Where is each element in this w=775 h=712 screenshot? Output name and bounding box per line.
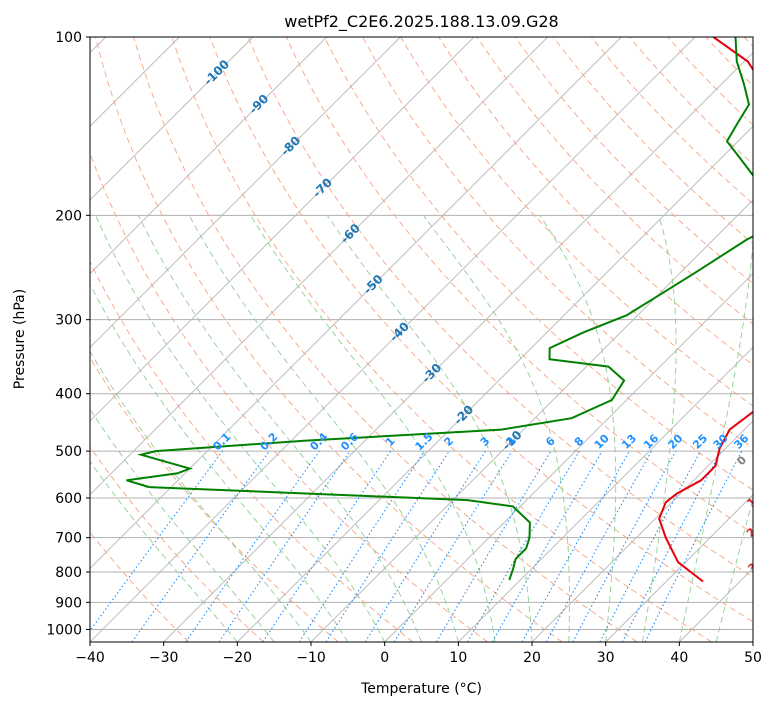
x-tick-label: −30 xyxy=(149,650,179,666)
y-tick-label: 800 xyxy=(55,565,82,581)
x-tick-label: 20 xyxy=(523,650,541,666)
y-tick-label: 400 xyxy=(55,387,82,403)
y-tick-label: 100 xyxy=(55,30,82,46)
x-tick-label: 30 xyxy=(597,650,615,666)
x-tick-label: −40 xyxy=(75,650,105,666)
y-tick-label: 600 xyxy=(55,491,82,507)
y-tick-label: 300 xyxy=(55,313,82,329)
chart-title: wetPf2_C2E6.2025.188.13.09.G28 xyxy=(284,12,558,32)
y-tick-label: 500 xyxy=(55,444,82,460)
x-axis-label: Temperature (°C) xyxy=(360,681,482,697)
x-tick-label: −10 xyxy=(296,650,326,666)
y-tick-label: 200 xyxy=(55,208,82,224)
x-tick-label: −20 xyxy=(223,650,253,666)
y-tick-label: 700 xyxy=(55,531,82,547)
y-axis-label: Pressure (hPa) xyxy=(12,289,28,389)
x-tick-label: 50 xyxy=(744,650,762,666)
y-tick-label: 900 xyxy=(55,595,82,611)
x-tick-label: 40 xyxy=(670,650,688,666)
x-tick-label: 10 xyxy=(449,650,467,666)
y-tick-label: 1000 xyxy=(46,622,82,638)
x-tick-label: 0 xyxy=(380,650,389,666)
